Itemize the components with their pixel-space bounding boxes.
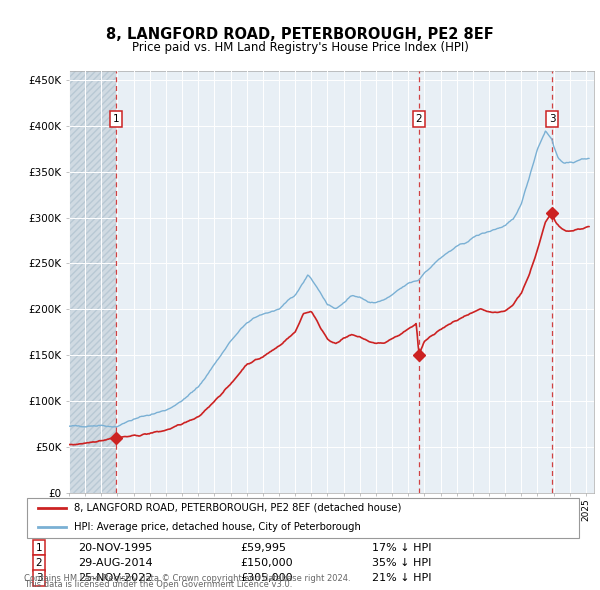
Text: £59,995: £59,995	[240, 543, 286, 552]
Bar	[69, 71, 116, 493]
Text: 8, LANGFORD ROAD, PETERBOROUGH, PE2 8EF (detached house): 8, LANGFORD ROAD, PETERBOROUGH, PE2 8EF …	[74, 503, 401, 513]
Text: £305,000: £305,000	[240, 573, 293, 583]
Text: 3: 3	[35, 573, 43, 583]
Text: 8, LANGFORD ROAD, PETERBOROUGH, PE2 8EF: 8, LANGFORD ROAD, PETERBOROUGH, PE2 8EF	[106, 27, 494, 41]
Text: 2: 2	[416, 114, 422, 124]
Text: 21% ↓ HPI: 21% ↓ HPI	[372, 573, 431, 583]
Text: 17% ↓ HPI: 17% ↓ HPI	[372, 543, 431, 552]
FancyBboxPatch shape	[27, 498, 579, 537]
Text: This data is licensed under the Open Government Licence v3.0.: This data is licensed under the Open Gov…	[24, 580, 292, 589]
Text: 2: 2	[35, 558, 43, 568]
Text: Contains HM Land Registry data © Crown copyright and database right 2024.: Contains HM Land Registry data © Crown c…	[24, 574, 350, 583]
Text: HPI: Average price, detached house, City of Peterborough: HPI: Average price, detached house, City…	[74, 523, 361, 532]
Text: 1: 1	[35, 543, 43, 552]
Text: £150,000: £150,000	[240, 558, 293, 568]
Text: 25-NOV-2022: 25-NOV-2022	[78, 573, 152, 583]
Text: 1: 1	[113, 114, 119, 124]
Text: 35% ↓ HPI: 35% ↓ HPI	[372, 558, 431, 568]
Text: 20-NOV-1995: 20-NOV-1995	[78, 543, 152, 552]
Text: 3: 3	[548, 114, 556, 124]
Text: 29-AUG-2014: 29-AUG-2014	[78, 558, 152, 568]
Text: Price paid vs. HM Land Registry's House Price Index (HPI): Price paid vs. HM Land Registry's House …	[131, 41, 469, 54]
